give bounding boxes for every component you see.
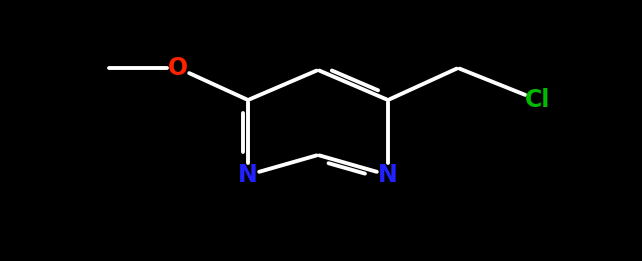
Text: N: N <box>378 163 398 187</box>
Text: Cl: Cl <box>525 88 551 112</box>
Text: N: N <box>238 163 258 187</box>
Text: O: O <box>168 56 188 80</box>
